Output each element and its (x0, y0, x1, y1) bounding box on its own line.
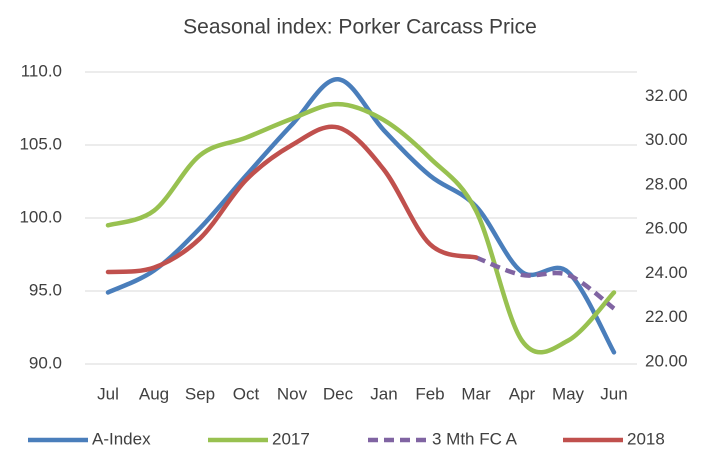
x-tick-label: Mar (461, 384, 491, 403)
x-tick-label: Jul (97, 384, 119, 403)
x-tick-label: Jan (370, 384, 397, 403)
y2-tick-label: 26.00 (645, 219, 688, 238)
series-line (475, 255, 616, 311)
series-line (105, 101, 617, 355)
x-tick-label: Jun (600, 384, 627, 403)
x-tick-label: Sep (185, 384, 215, 403)
x-tick-label: Apr (509, 384, 536, 403)
y2-tick-label: 22.00 (645, 307, 688, 326)
x-tick-label: Aug (139, 384, 169, 403)
y-tick-label: 105.0 (19, 134, 62, 153)
x-tick-label: Dec (323, 384, 354, 403)
legend-label: A-Index (92, 429, 151, 448)
chart-title: Seasonal index: Porker Carcass Price (183, 16, 537, 39)
series-line (105, 124, 479, 275)
y-tick-label: 100.0 (19, 207, 62, 226)
x-tick-label: Feb (415, 384, 444, 403)
legend-label: 2017 (272, 429, 310, 448)
y2-tick-label: 30.00 (645, 130, 688, 149)
y2-tick-label: 24.00 (645, 263, 688, 282)
legend-label: 2018 (627, 429, 665, 448)
y2-tick-label: 28.00 (645, 174, 688, 193)
y2-tick-label: 20.00 (645, 351, 688, 370)
x-tick-label: Nov (277, 384, 308, 403)
y-tick-label: 95.0 (29, 280, 62, 299)
x-tick-label: May (552, 384, 585, 403)
y-tick-label: 110.0 (21, 61, 62, 80)
series-line (105, 77, 617, 355)
legend-label: 3 Mth FC A (432, 429, 518, 448)
y2-tick-label: 32.00 (645, 86, 688, 105)
y-tick-label: 90.0 (29, 353, 62, 372)
x-tick-label: Oct (233, 384, 260, 403)
